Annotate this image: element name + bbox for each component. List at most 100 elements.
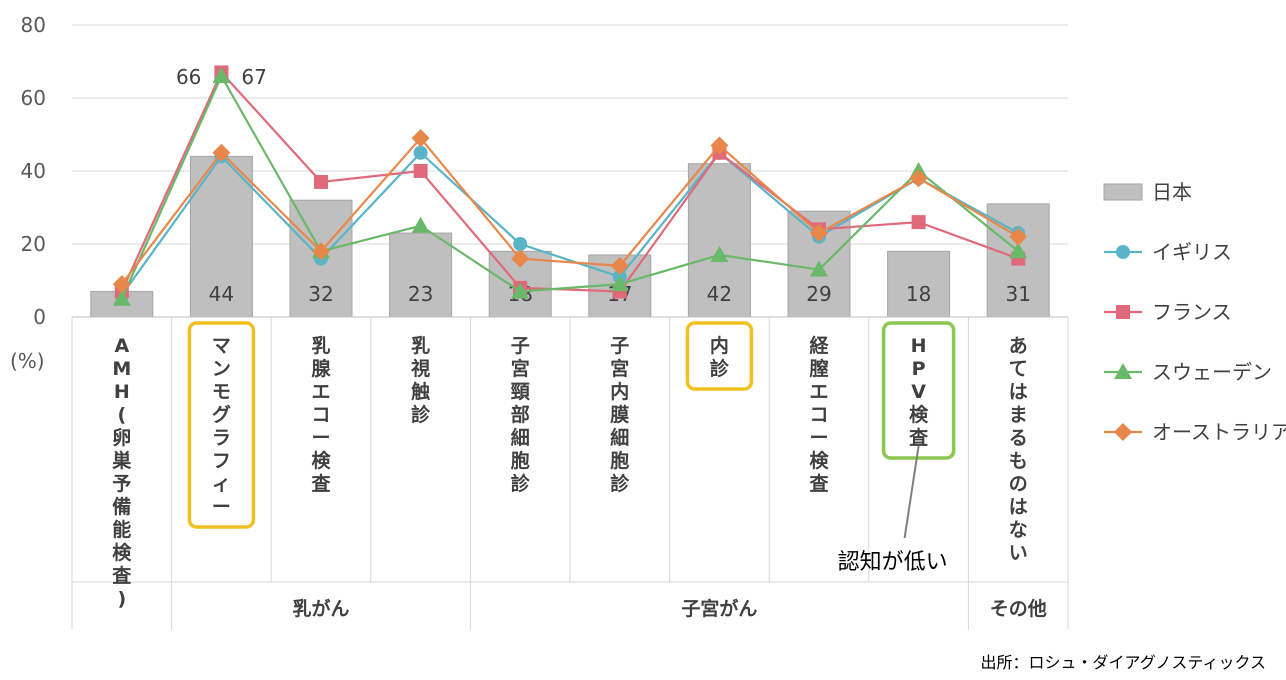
category-label-char: も [1009, 450, 1028, 472]
category-label: 内診 [710, 334, 730, 380]
category-label-char: 診 [610, 472, 630, 495]
category-label-char: ン [212, 358, 231, 380]
y-axis-unit: (%) [10, 349, 45, 373]
category-label-char: は [1009, 496, 1028, 518]
marker-diamond [511, 249, 530, 268]
category-label-char: H [114, 381, 130, 403]
category-label-char: 宮 [610, 357, 629, 380]
category-label: 乳腺エコー検査 [310, 334, 331, 495]
series-path [120, 73, 1019, 300]
marker-square [1116, 305, 1130, 319]
annotations: 66 67 [176, 65, 267, 89]
category-label-char: V [911, 381, 926, 403]
bar [687, 163, 751, 318]
marker-triangle [610, 275, 629, 292]
legend-item: 日本 [1103, 180, 1192, 204]
y-tick-label: 20 [21, 232, 46, 256]
category-label-char: 検 [809, 449, 829, 472]
category-label-char: P [912, 358, 926, 380]
marker-triangle [511, 282, 530, 299]
category-label-char: な [1009, 519, 1028, 541]
category-label-char: 子 [610, 335, 629, 357]
category-label-char: ー [212, 496, 231, 518]
category-label-char: 経 [809, 334, 829, 357]
marker-square [314, 174, 328, 189]
series-path [120, 136, 1019, 285]
legend-label: 日本 [1152, 180, 1192, 204]
bar-value-label: 42 [707, 282, 732, 306]
category-label: A M H (卵巣予備能検査) [111, 335, 132, 610]
category-label-char: は [1009, 381, 1028, 403]
marker-triangle [1114, 363, 1132, 379]
y-tick-label: 0 [33, 305, 46, 329]
category-label-char: い [1009, 542, 1028, 564]
category-label-char: 査 [908, 426, 929, 449]
marker-circle [1116, 245, 1130, 259]
category-label-char: エ [809, 381, 828, 403]
group-label: その他 [990, 597, 1047, 620]
marker-diamond [1009, 227, 1028, 246]
category-label-char: 診 [710, 357, 730, 380]
y-tick-label: 60 [21, 86, 46, 110]
category-label-char: 触 [411, 380, 430, 403]
marker-diamond [112, 275, 131, 294]
bar [887, 250, 951, 318]
category-label-char: て [1009, 358, 1028, 380]
category-label-char: 乳 [411, 334, 430, 357]
data-annotation: 66 [176, 65, 201, 89]
legend-label: イギリス [1152, 240, 1232, 264]
legend-item: オーストラリア [1104, 420, 1286, 444]
category-label-char: 卵 [112, 426, 131, 449]
legend-label: オーストラリア [1152, 420, 1286, 444]
category-label-char: 頸 [511, 381, 531, 403]
marker-diamond [312, 242, 330, 261]
bar-value-label: 44 [209, 282, 234, 306]
category-label-char: H [911, 335, 927, 357]
category-label-char: コ [809, 404, 828, 426]
group-label: 子宮がん [681, 597, 757, 620]
marker-square [911, 215, 926, 230]
legend-item: フランス [1104, 300, 1232, 324]
marker-square [413, 164, 428, 178]
category-label-char: グ [212, 403, 231, 426]
category-labels: A M H (卵巣予備能検査)マンモグラフィー乳腺エコー検査乳視触診子宮頸部細胞診子宮… [111, 334, 1027, 610]
category-label-char: の [1009, 473, 1028, 495]
category-label-char: 細 [511, 426, 530, 449]
category-label-char: 腺 [310, 357, 331, 380]
category-label-char: 乳 [311, 334, 330, 357]
category-label-char: 胞 [511, 449, 530, 472]
marker-triangle [212, 67, 231, 84]
category-label: あてはまるものはない [1009, 335, 1028, 564]
highlight-box [685, 321, 754, 391]
marker-diamond [212, 143, 231, 162]
category-label-char: 子 [511, 335, 530, 357]
y-axis-ticks: 0 20 40 60 80 [21, 13, 46, 329]
marker-diamond [710, 136, 729, 155]
category-label-char: ) [117, 588, 126, 610]
marker-triangle [411, 216, 430, 233]
marker-diamond [810, 224, 828, 243]
series-line [112, 129, 1028, 294]
category-label-char: る [1009, 427, 1028, 449]
category-label-char: 診 [511, 472, 531, 495]
marker-triangle [810, 260, 828, 277]
category-label: マンモグラフィー [212, 335, 231, 518]
marker-triangle [112, 289, 131, 306]
category-label-char: 診 [411, 403, 431, 426]
bar-value-label: 32 [308, 282, 333, 306]
series-path [120, 151, 1019, 296]
category-label-char: ー [809, 427, 828, 449]
category-label-char: 内 [710, 334, 729, 357]
category-label-char: ィ [212, 473, 231, 495]
x-axis [71, 316, 1069, 630]
marker-diamond [610, 256, 629, 275]
category-label-char: 検 [311, 449, 331, 472]
callout-text: 認知が低い [838, 550, 948, 575]
legend-swatch [1103, 183, 1143, 201]
y-tick-label: 80 [21, 13, 46, 37]
category-label: 子宮頸部細胞診 [511, 335, 531, 495]
category-label-char: 内 [610, 380, 629, 403]
category-label-char: エ [311, 381, 330, 403]
